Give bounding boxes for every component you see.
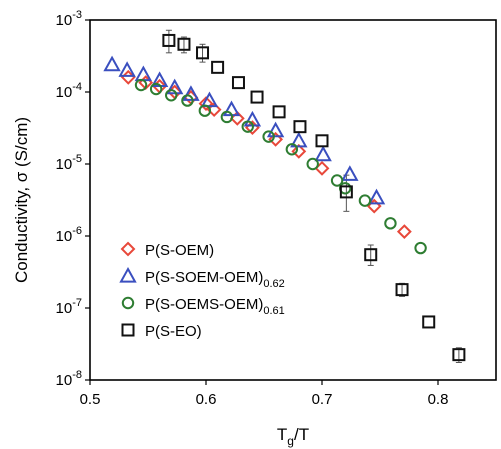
- data-point-square: [250, 90, 264, 104]
- data-point-square: [452, 348, 466, 362]
- x-tick-label: 0.7: [312, 391, 333, 408]
- data-point-diamond: [198, 96, 214, 112]
- data-point-triangle: [341, 165, 359, 181]
- data-point-square: [162, 33, 176, 47]
- data-point-circle: [149, 82, 163, 96]
- legend-marker-triangle: [119, 266, 137, 283]
- data-point-square: [177, 37, 191, 51]
- data-point-square: [364, 248, 378, 262]
- y-axis-title: Conductivity, σ (S/cm): [12, 117, 31, 283]
- data-point-diamond: [229, 110, 245, 126]
- data-point-circle: [241, 120, 254, 133]
- data-point-triangle: [182, 85, 200, 101]
- data-point-triangle: [118, 61, 136, 77]
- data-point-triangle: [314, 145, 332, 162]
- x-tick-label: 0.5: [80, 391, 101, 408]
- data-marks: [103, 33, 466, 362]
- data-point-diamond: [268, 131, 284, 147]
- data-point-square: [293, 120, 307, 134]
- data-point-square: [196, 46, 210, 60]
- y-tick-label: 10-7: [56, 297, 82, 317]
- data-point-square: [315, 134, 329, 148]
- y-tick-label: 10-8: [56, 369, 82, 389]
- x-tick-label: 0.6: [196, 391, 217, 408]
- data-point-square: [422, 315, 436, 329]
- data-point-triangle: [165, 78, 184, 95]
- data-point-circle: [165, 89, 178, 102]
- legend-label: P(S-EO): [145, 323, 202, 340]
- y-tick-label: 10-6: [56, 225, 82, 245]
- data-point-circle: [262, 130, 275, 143]
- data-point-diamond: [291, 143, 307, 159]
- data-point-square: [211, 60, 225, 74]
- legend-label: P(S-OEMS-OEM)0.61: [145, 296, 285, 317]
- ticks: 0.5 0.6 0.7 0.8 10-3 10-4 10-5 10-6 10-7 10-8: [56, 9, 449, 408]
- data-point-circle: [306, 157, 319, 171]
- legend-marker-circle: [121, 296, 135, 310]
- data-point-circle: [358, 194, 372, 207]
- x-tick-label: 0.8: [428, 391, 449, 408]
- legend-marker-square: [121, 323, 135, 337]
- data-point-triangle: [367, 188, 386, 205]
- data-point-triangle: [103, 55, 121, 72]
- axes: [89, 19, 497, 381]
- data-point-circle: [330, 174, 344, 187]
- axis-titles: Conductivity, σ (S/cm) Tg/T: [12, 117, 309, 448]
- data-point-square: [231, 76, 245, 90]
- y-tick-label: 10-4: [56, 81, 82, 101]
- data-point-circle: [384, 217, 397, 230]
- data-point-circle: [414, 241, 427, 255]
- legend-marker-diamond: [120, 241, 136, 257]
- data-point-triangle: [290, 131, 308, 148]
- legend: P(S-OEM) P(S-SOEM-OEM)0.62 P(S-OEMS-OEM)0.…: [119, 241, 285, 340]
- data-point-circle: [134, 78, 148, 92]
- x-axis-title: Tg/T: [277, 425, 309, 448]
- legend-label: P(S-OEM): [145, 242, 214, 259]
- data-point-circle: [285, 143, 299, 156]
- data-point-circle: [181, 94, 194, 107]
- data-point-square: [339, 185, 353, 199]
- data-point-square: [272, 105, 286, 119]
- legend-label: P(S-SOEM-OEM)0.62: [145, 269, 285, 290]
- data-point-square: [395, 283, 409, 297]
- data-point-triangle: [266, 121, 285, 138]
- data-point-diamond: [396, 224, 412, 240]
- y-tick-label: 10-5: [56, 153, 82, 173]
- y-tick-label: 10-3: [56, 9, 82, 29]
- data-point-circle: [198, 104, 212, 117]
- plot-frame: [89, 19, 497, 381]
- data-point-circle: [220, 110, 234, 124]
- data-point-triangle: [200, 91, 219, 108]
